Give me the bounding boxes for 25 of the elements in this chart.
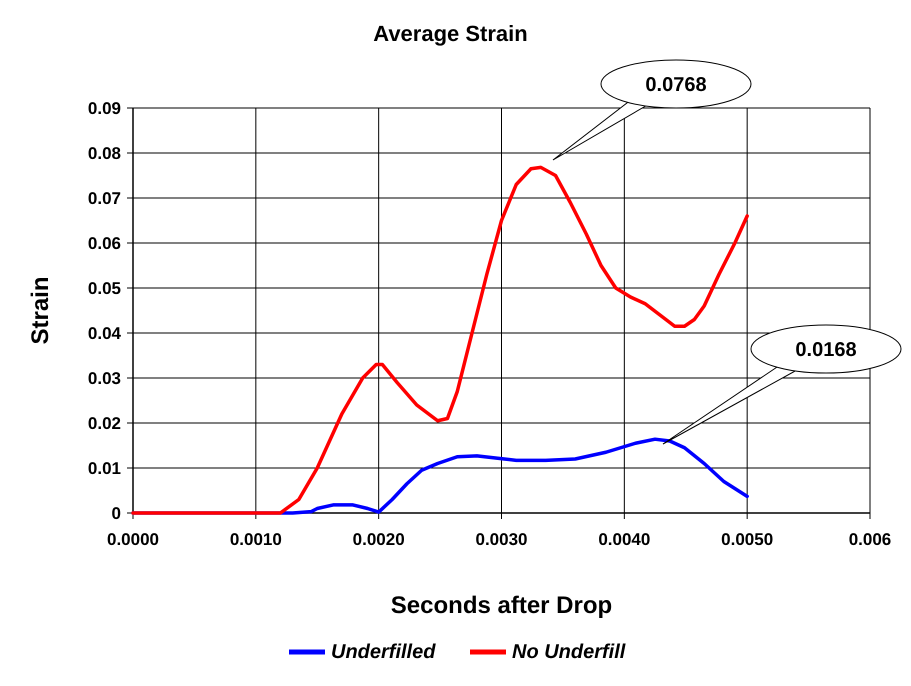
x-tick-label: 0.0000 (107, 530, 159, 549)
legend-label: No Underfill (512, 641, 626, 663)
y-tick-label: 0.05 (88, 279, 121, 298)
legend-label: Underfilled (331, 641, 436, 663)
x-tick-label: 0.0010 (230, 530, 282, 549)
y-tick-label: 0.08 (88, 144, 121, 163)
line-series (131, 166, 749, 515)
text: 0.0768 (645, 74, 707, 96)
y-axis-title: Strain (27, 276, 54, 345)
x-tick-label: 0.0040 (598, 530, 650, 549)
annotation: 0.0168 (795, 339, 857, 361)
x-tick-label: 0.0050 (721, 530, 774, 549)
y-tick-label: 0.02 (88, 414, 121, 433)
y-tick-label: 0 (112, 504, 121, 523)
chart-title: Average Strain (373, 21, 528, 46)
y-tick-label: 0.03 (88, 369, 121, 388)
x-tick-label: 0.0020 (352, 530, 405, 549)
x-axis-title: Seconds after Drop (390, 592, 612, 619)
y-tick-label: 0.06 (88, 234, 121, 253)
x-tick-label: 0.006 (848, 530, 892, 549)
y-tick-label: 0.01 (88, 459, 121, 478)
y-tick-label: 0.09 (88, 99, 121, 118)
y-tick-label: 0.07 (88, 189, 121, 208)
y-tick-label: 0.04 (88, 324, 122, 343)
x-tick-label: 0.0030 (476, 530, 528, 549)
